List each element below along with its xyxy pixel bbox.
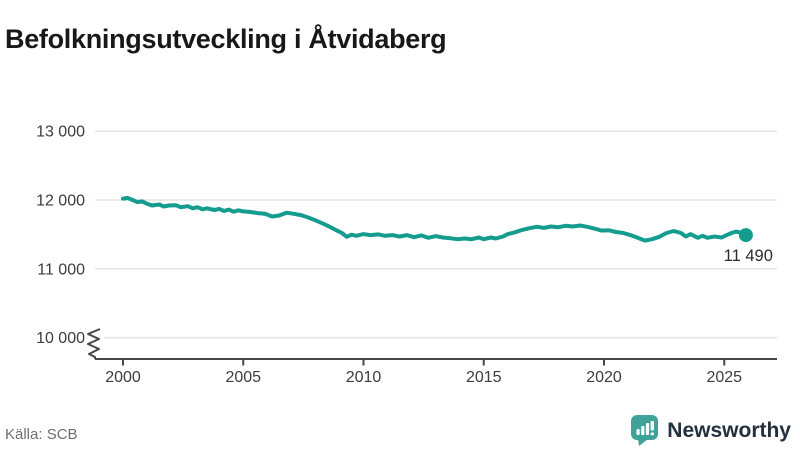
source-note: Källa: SCB bbox=[5, 426, 78, 443]
latest-value-dot bbox=[738, 228, 753, 243]
population-line bbox=[121, 195, 748, 243]
page-title: Befolkningsutveckling i Åtvidaberg bbox=[5, 24, 447, 55]
x-tick-label: 2015 bbox=[466, 369, 502, 386]
x-tick-label: 2010 bbox=[346, 369, 382, 386]
x-tick-label: 2000 bbox=[105, 369, 141, 386]
axis-break-icon bbox=[87, 328, 101, 359]
y-tick-label: 12 000 bbox=[36, 193, 85, 210]
newsworthy-wordmark: Newsworthy bbox=[667, 418, 791, 442]
y-tick-label: 10 000 bbox=[36, 330, 85, 347]
latest-value-label: 11 490 bbox=[724, 247, 773, 265]
y-tick-label: 13 000 bbox=[36, 124, 85, 141]
x-tick-label: 2025 bbox=[706, 369, 742, 386]
newsworthy-logo: Newsworthy bbox=[630, 414, 791, 447]
x-tick-label: 2005 bbox=[225, 369, 261, 386]
x-tick-label: 2020 bbox=[586, 369, 622, 386]
y-tick-label: 11 000 bbox=[37, 261, 85, 278]
newsworthy-bubble-chart-icon bbox=[630, 414, 660, 447]
